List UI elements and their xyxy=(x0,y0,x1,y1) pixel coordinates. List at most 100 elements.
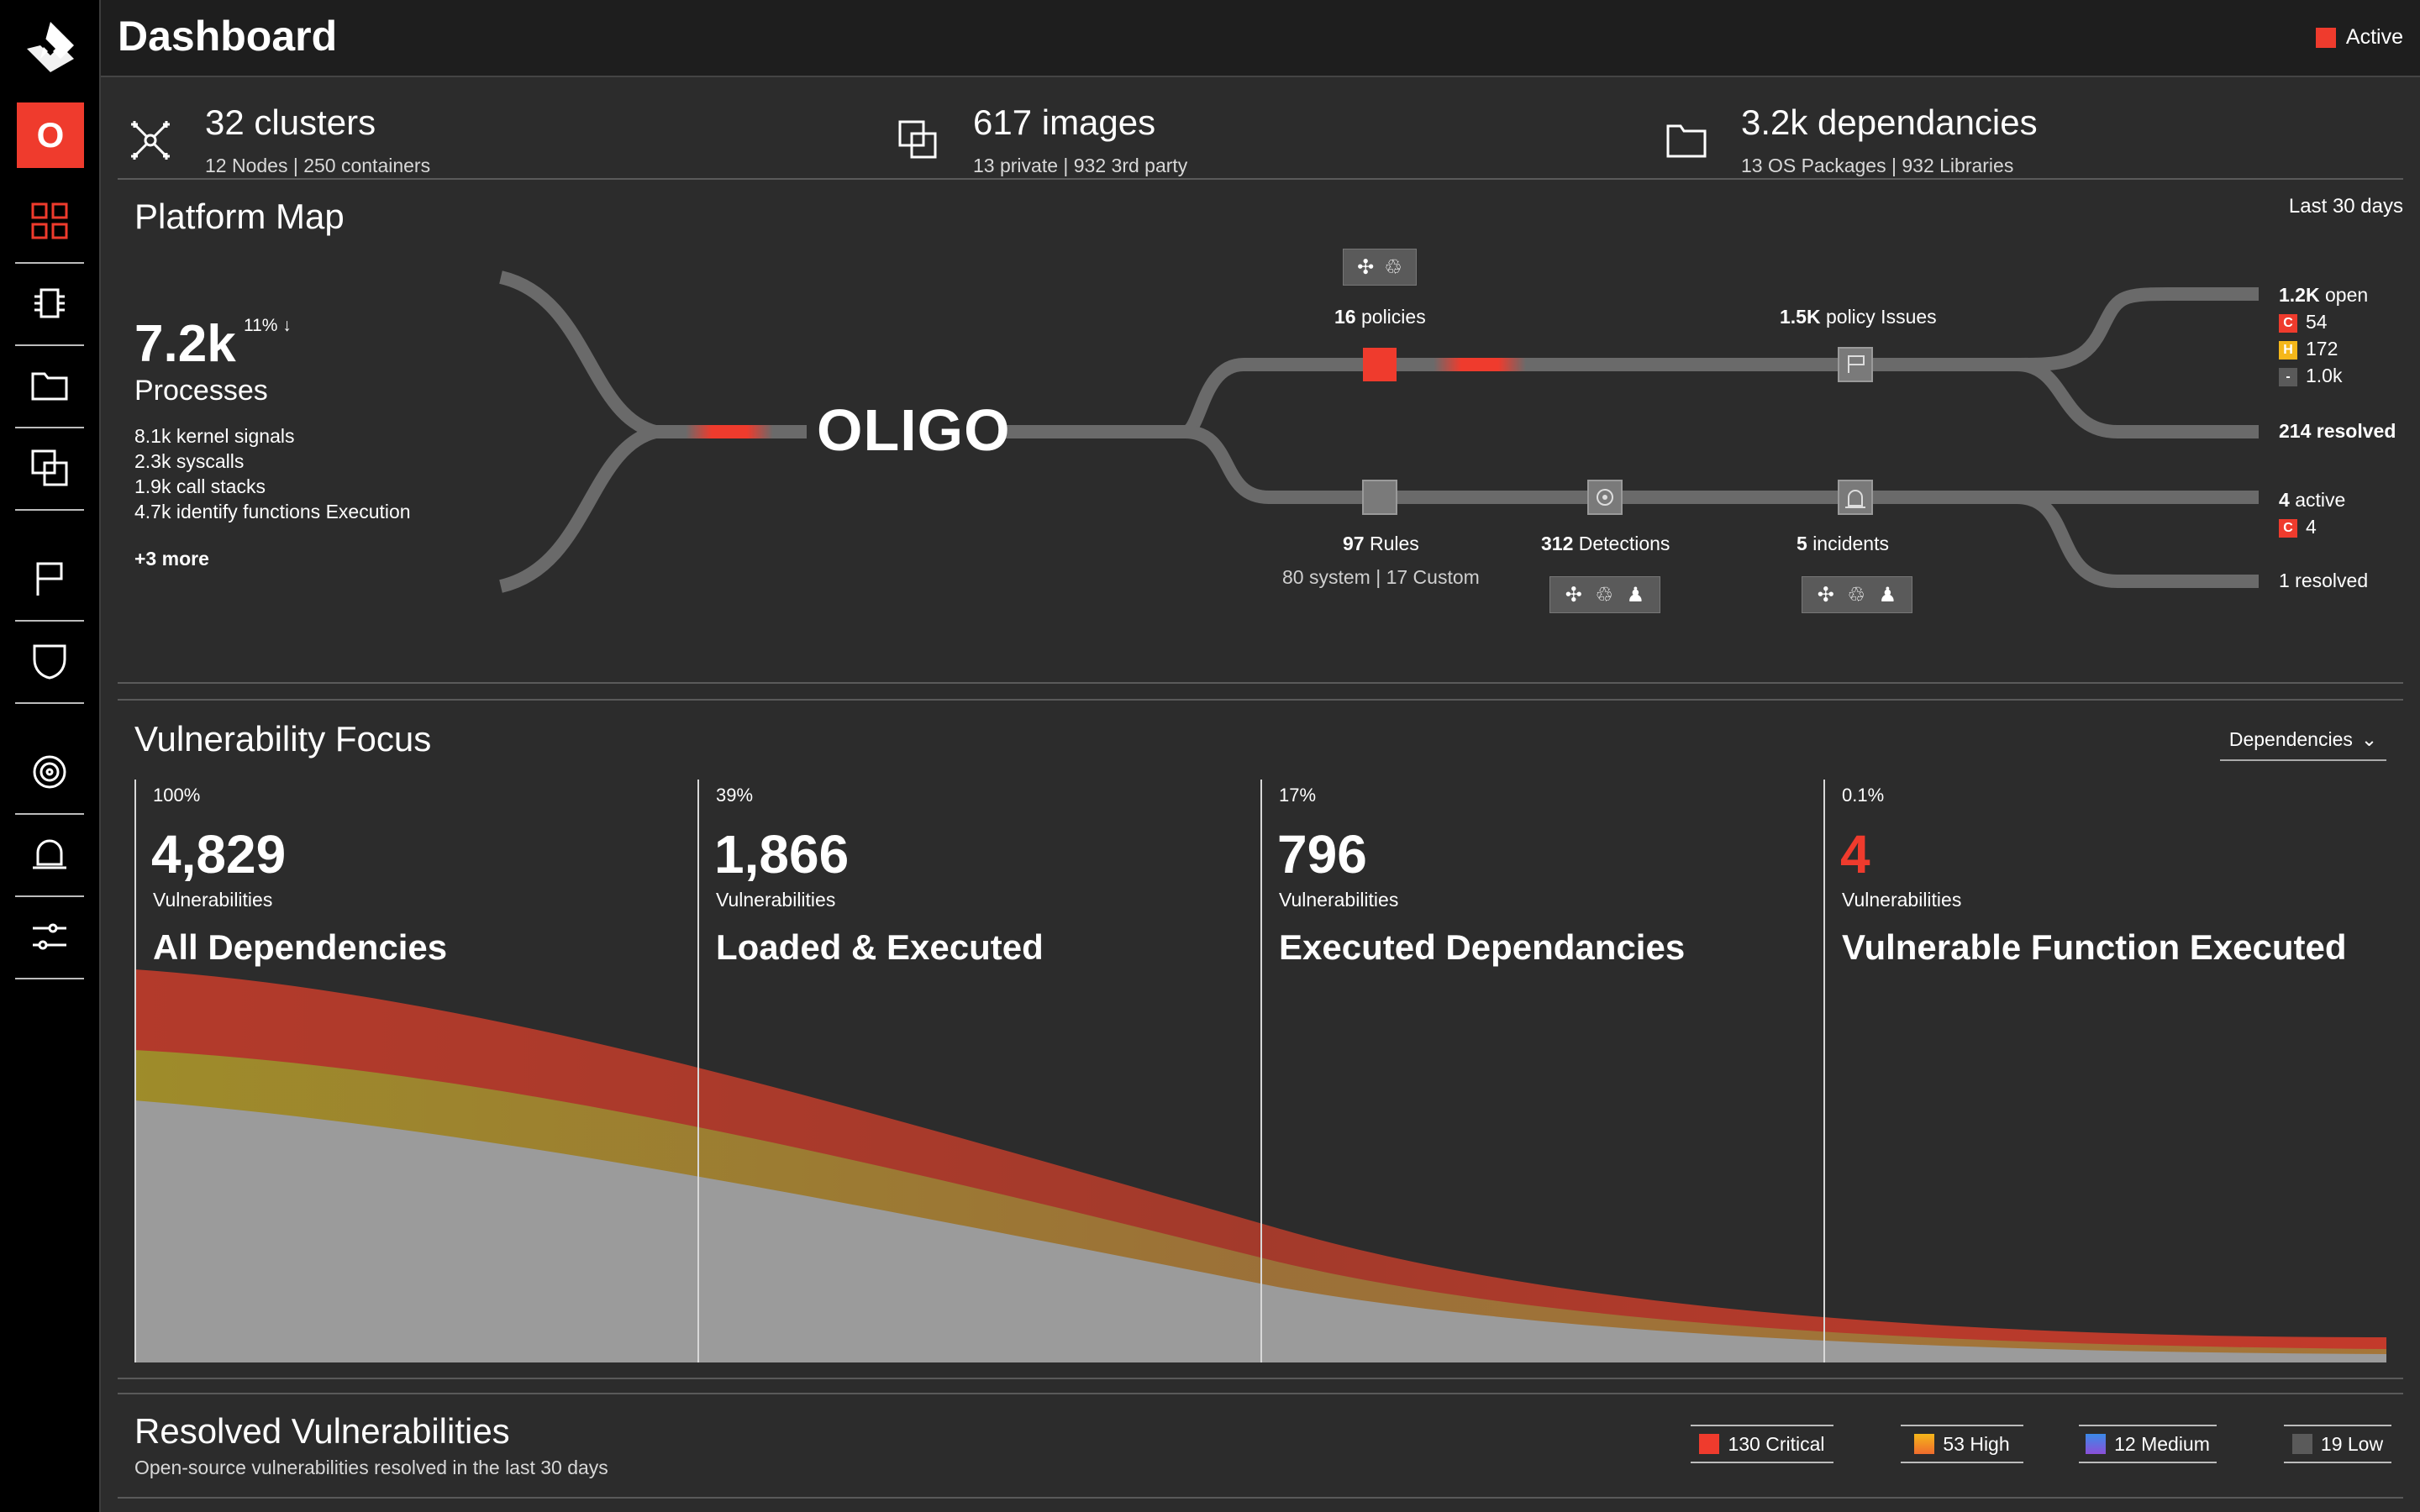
status-label: Active xyxy=(2345,25,2403,49)
legend-label: 19 Low xyxy=(2320,1432,2384,1455)
folder-icon xyxy=(1666,124,1707,158)
vuln-label: Vulnerabilities xyxy=(1279,889,1399,911)
incidents-active[interactable]: 4 active xyxy=(2279,489,2346,511)
nav-runtime[interactable] xyxy=(15,262,84,346)
stat-subtitle: 13 private | 932 3rd party xyxy=(973,155,1188,176)
legend-low[interactable]: 19 Low xyxy=(2284,1425,2391,1463)
top-header: Dashboard Active xyxy=(101,0,2420,77)
status-indicator: Active xyxy=(2315,25,2403,50)
slack-icon: ✣ xyxy=(1357,255,1375,279)
issues-open[interactable]: 1.2K open xyxy=(2279,284,2369,306)
legend-label: 12 Medium xyxy=(2114,1432,2210,1455)
nav-dashboard[interactable] xyxy=(15,180,84,264)
stat-dependencies[interactable]: 3.2k dependancies 13 OS Packages | 932 L… xyxy=(1665,94,2388,176)
nav-settings[interactable] xyxy=(15,895,84,979)
resolved-vulnerabilities-section: Resolved Vulnerabilities Open-source vul… xyxy=(118,1393,2403,1499)
vuln-column-function[interactable]: 0.1% 4 Vulnerabilities Vulnerable Functi… xyxy=(1823,780,2388,1362)
vuln-count: 4,829 xyxy=(151,824,287,885)
images-icon xyxy=(31,449,68,486)
bell-node-icon xyxy=(1845,490,1865,508)
nav-images[interactable] xyxy=(15,427,84,511)
vuln-label: Vulnerabilities xyxy=(1842,889,1962,911)
vuln-title: Loaded & Executed xyxy=(716,927,1044,967)
processes-delta: 11% ↓ xyxy=(244,316,292,335)
lower-branch-bottom xyxy=(2016,491,2259,588)
issues-critical: C 54 xyxy=(2279,311,2328,333)
rules-sublabel: 80 system | 17 Custom xyxy=(1282,566,1480,588)
vuln-count: 4 xyxy=(1840,824,1870,885)
nav-incidents[interactable] xyxy=(15,813,84,897)
vuln-column-executed[interactable]: 17% 796 Vulnerabilities Executed Dependa… xyxy=(1260,780,1825,1362)
target-node-icon xyxy=(1597,489,1613,506)
policies-node xyxy=(1363,348,1397,381)
app-logo-icon[interactable] xyxy=(24,20,77,74)
target-icon xyxy=(33,755,66,789)
vuln-count: 796 xyxy=(1277,824,1367,885)
incidents-resolved[interactable]: 1 resolved xyxy=(2279,570,2369,591)
vuln-title: Vulnerable Function Executed xyxy=(1842,927,2347,967)
critical-square-icon xyxy=(1699,1434,1720,1454)
stat-title: 617 images xyxy=(973,102,1156,142)
webhook-icon: ♲ xyxy=(1595,583,1614,606)
stat-clusters[interactable]: 32 clusters 12 Nodes | 250 containers xyxy=(129,94,802,176)
legend-medium[interactable]: 12 Medium xyxy=(2079,1425,2217,1463)
nav-detections[interactable] xyxy=(15,731,84,815)
incidents-integrations[interactable]: ✣ ♲ ♟ xyxy=(1802,576,1912,613)
chevron-down-icon: ⌄ xyxy=(2360,727,2378,750)
stat-images[interactable]: 617 images 13 private | 932 3rd party xyxy=(897,94,1570,176)
incidents-node xyxy=(1838,480,1873,515)
sliders-icon xyxy=(33,923,66,950)
upper-branch xyxy=(1182,358,2259,438)
cluster-icon xyxy=(131,121,170,160)
vuln-percent: 0.1% xyxy=(1842,785,1885,806)
chip-icon xyxy=(34,288,65,318)
vuln-percent: 100% xyxy=(153,785,201,806)
flag-icon xyxy=(36,562,63,596)
sidebar: O xyxy=(0,0,101,1512)
rules-node xyxy=(1362,480,1397,515)
nav-dependencies[interactable] xyxy=(15,344,84,428)
legend-critical[interactable]: 130 Critical xyxy=(1691,1425,1833,1463)
webhook-icon: ♲ xyxy=(1384,255,1402,279)
legend-high[interactable]: 53 High xyxy=(1901,1425,2023,1463)
vuln-label: Vulnerabilities xyxy=(716,889,836,911)
processes-details: 8.1k kernel signals 2.3k syscalls 1.9k c… xyxy=(134,423,411,524)
teams-icon: ♟ xyxy=(1626,583,1645,606)
grid-icon xyxy=(31,202,68,239)
images-icon xyxy=(898,120,937,159)
low-badge: - xyxy=(2279,367,2297,386)
high-square-icon xyxy=(1914,1434,1935,1454)
vulnerability-focus-title: Vulnerability Focus xyxy=(134,719,432,759)
flag-node-icon xyxy=(1848,355,1865,373)
dependencies-dropdown[interactable]: Dependencies ⌄ xyxy=(2220,719,2386,761)
resolved-title: Resolved Vulnerabilities xyxy=(134,1411,510,1451)
nav-security[interactable] xyxy=(15,620,84,704)
vuln-label: Vulnerabilities xyxy=(153,889,273,911)
slack-icon: ✣ xyxy=(1565,583,1582,606)
vuln-column-loaded[interactable]: 39% 1,866 Vulnerabilities Loaded & Execu… xyxy=(697,780,1262,1362)
flow-glow-policies xyxy=(1434,358,1526,371)
policies-label: 16 policies xyxy=(1334,306,1426,328)
vuln-count: 1,866 xyxy=(714,824,850,885)
policies-integrations[interactable]: ✣ ♲ xyxy=(1343,249,1417,286)
stat-subtitle: 13 OS Packages | 932 Libraries xyxy=(1741,155,2014,176)
critical-badge: C xyxy=(2279,313,2297,333)
processes-value: 7.2k xyxy=(134,315,236,373)
webhook-icon: ♲ xyxy=(1847,583,1866,606)
detections-integrations[interactable]: ✣ ♲ ♟ xyxy=(1549,576,1660,613)
resolved-subtitle: Open-source vulnerabilities resolved in … xyxy=(134,1457,608,1478)
process-detail: 8.1k kernel signals xyxy=(134,425,295,447)
oligo-hub-label: OLIGO xyxy=(817,397,1011,463)
shield-icon xyxy=(33,644,66,680)
more-link[interactable]: +3 more xyxy=(134,548,209,570)
date-range-label[interactable]: Last 30 days xyxy=(2288,195,2403,218)
org-switcher-button[interactable]: O xyxy=(17,102,84,168)
vuln-column-all[interactable]: 100% 4,829 Vulnerabilities All Dependenc… xyxy=(134,780,699,1362)
nav-policies[interactable] xyxy=(15,538,84,622)
input-path-top xyxy=(498,270,807,438)
stat-subtitle: 12 Nodes | 250 containers xyxy=(205,155,431,176)
platform-map-section: Platform Map Last 30 days 7.2k 11% ↓ Pro… xyxy=(118,180,2403,684)
stat-title: 32 clusters xyxy=(205,102,376,142)
issues-resolved[interactable]: 214 resolved xyxy=(2279,420,2396,442)
detections-label: 312 Detections xyxy=(1541,533,1670,554)
